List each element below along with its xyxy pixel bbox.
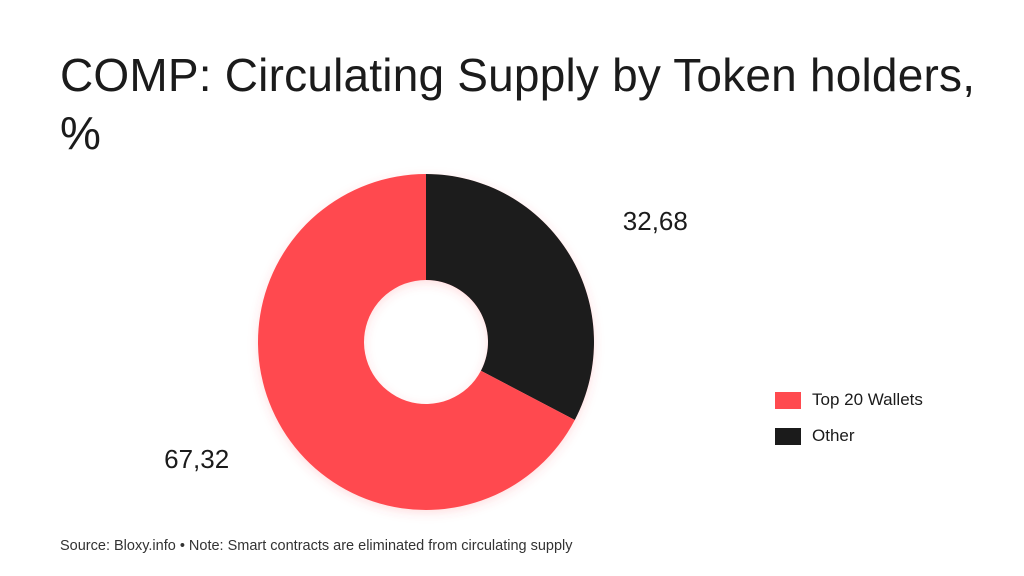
data-label-top-20-wallets: 67,32	[164, 444, 229, 474]
slice-other	[426, 174, 594, 420]
source-note: Source: Bloxy.info • Note: Smart contrac…	[60, 538, 573, 554]
chart-legend: Top 20 Wallets Other	[775, 388, 923, 460]
data-label-other: 32,68	[623, 206, 688, 236]
legend-item-top-20-wallets: Top 20 Wallets	[775, 388, 923, 412]
legend-label: Other	[812, 426, 855, 445]
legend-swatch	[775, 391, 801, 409]
chart-title: COMP: Circulating Supply by Token holder…	[60, 49, 976, 159]
slice-top-20-wallets	[258, 174, 575, 510]
legend-label: Top 20 Wallets	[812, 390, 923, 409]
legend-swatch	[775, 427, 801, 445]
legend-item-other: Other	[775, 424, 923, 448]
